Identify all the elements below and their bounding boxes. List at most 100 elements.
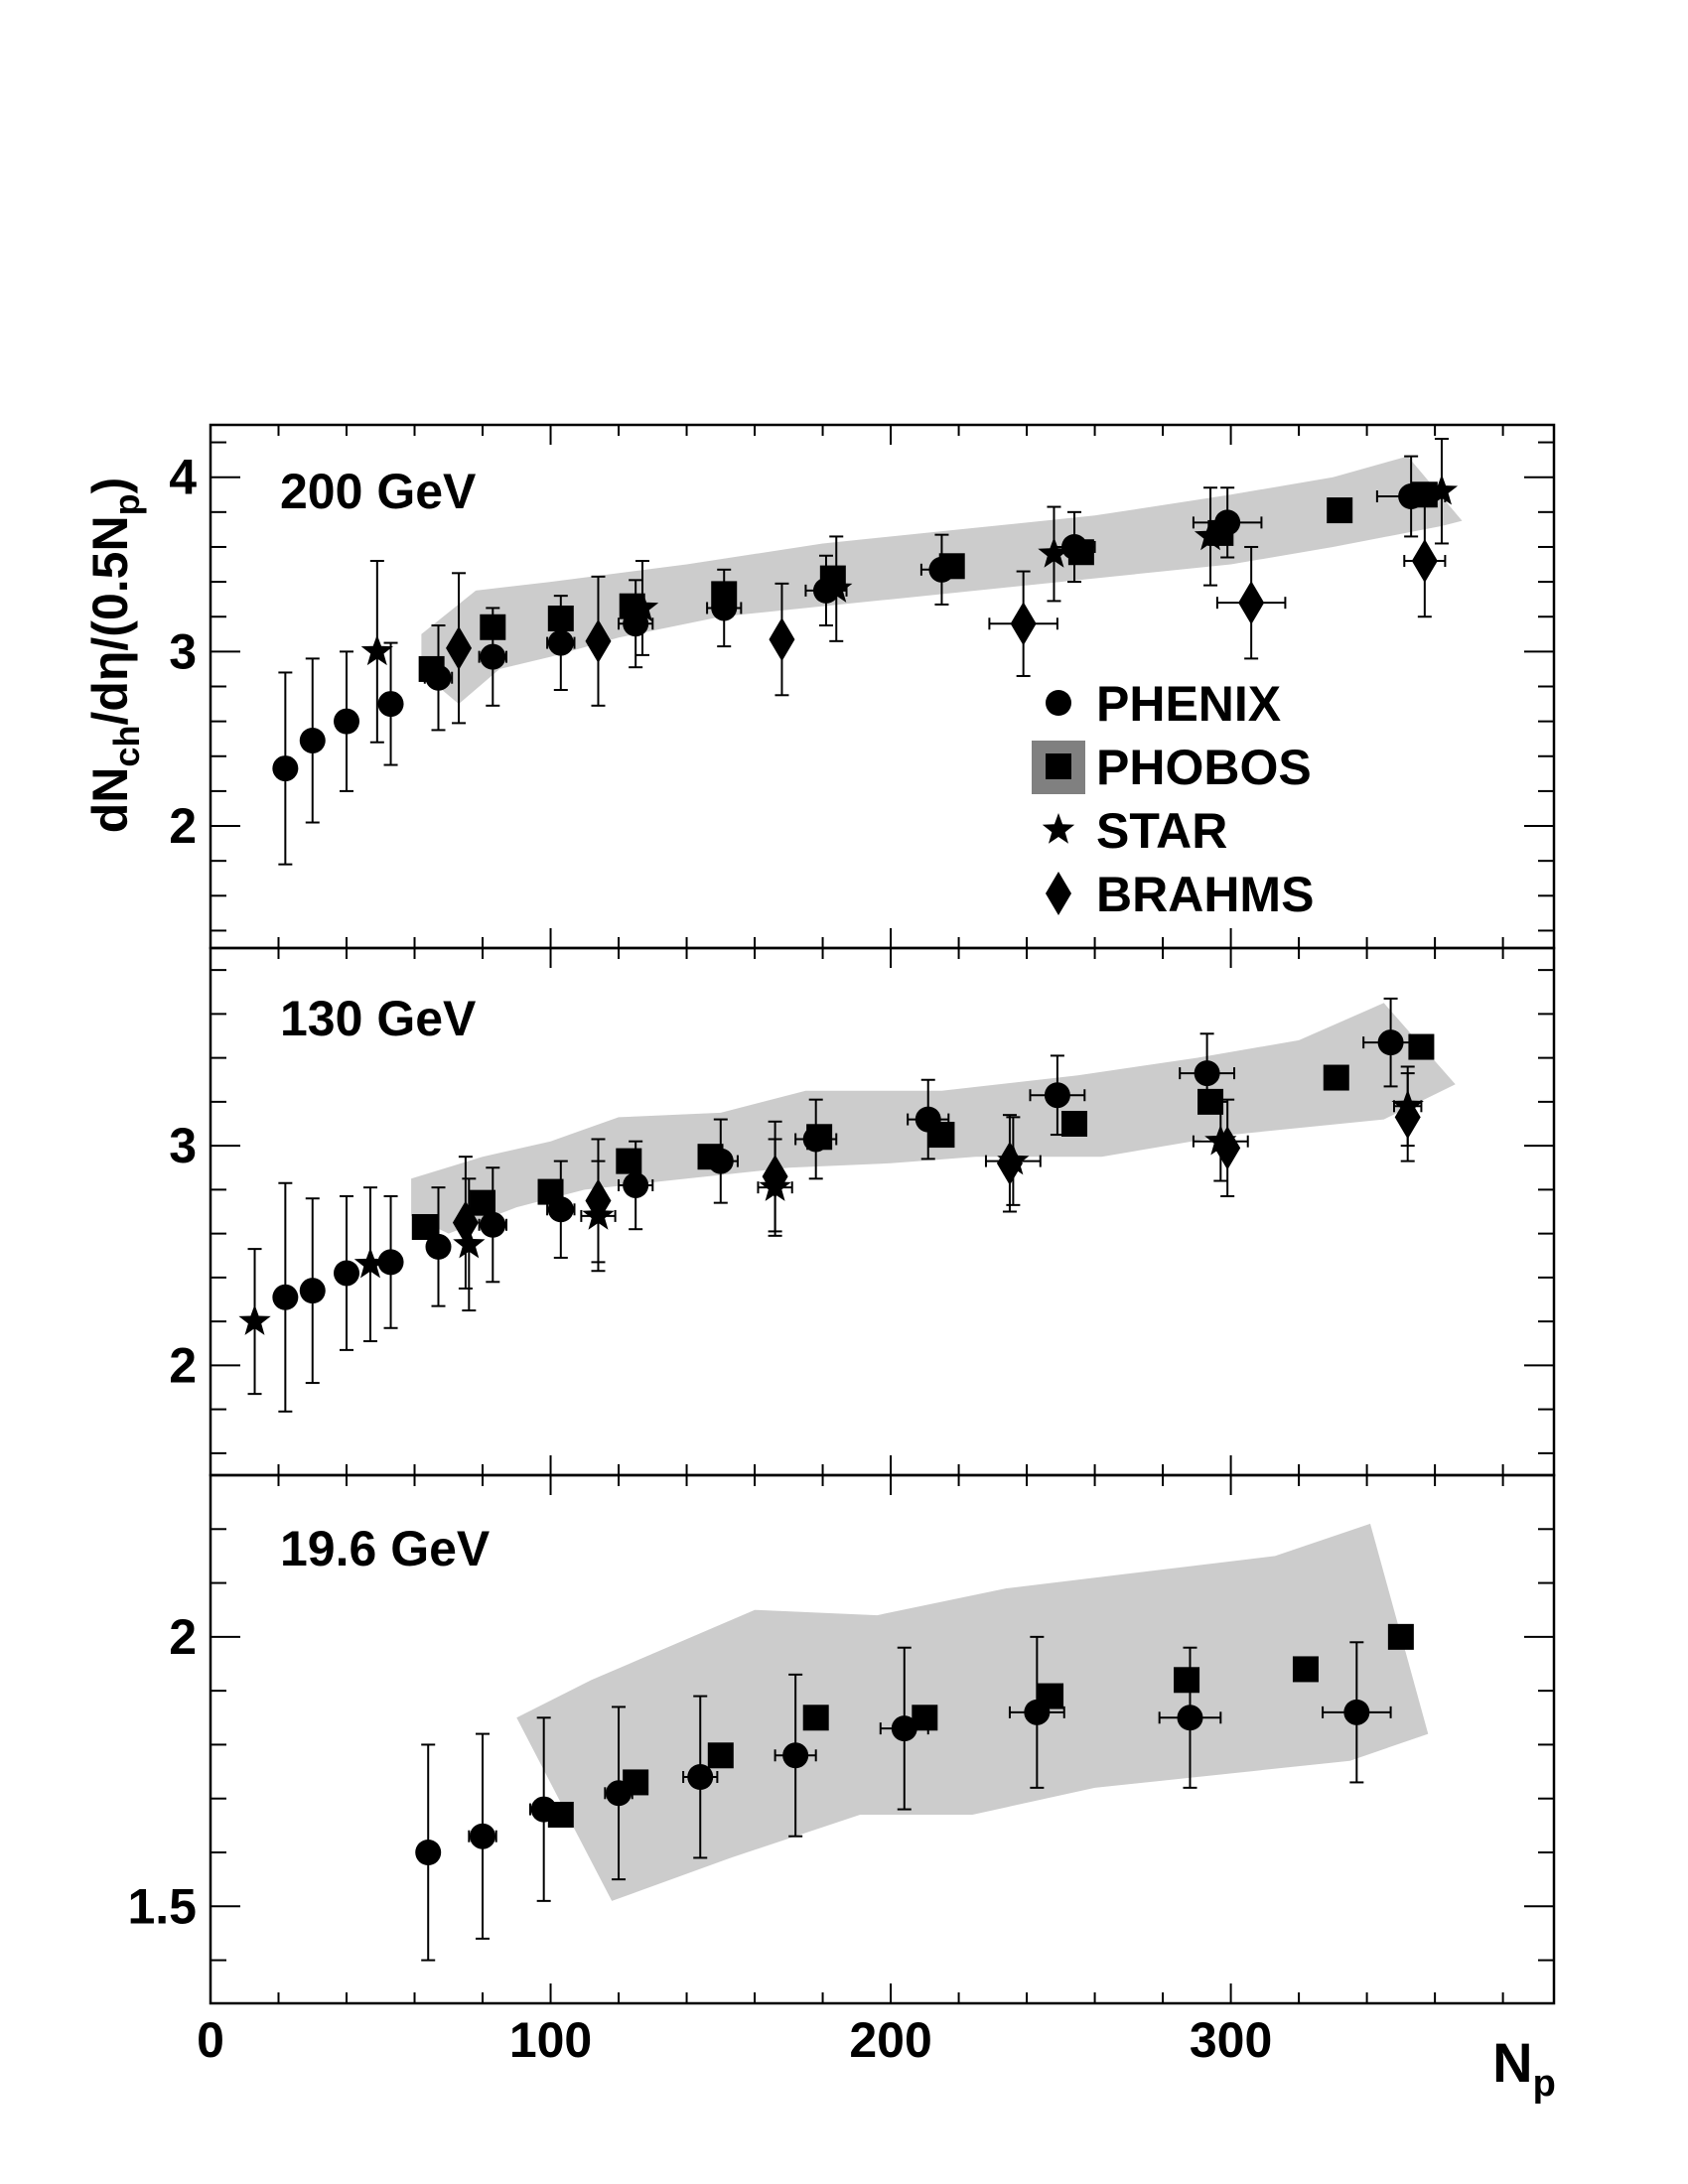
phobos-point	[623, 1769, 649, 1796]
phenix-point	[480, 643, 506, 670]
panel-title: 200 GeV	[280, 464, 477, 519]
phobos-point	[1323, 1064, 1349, 1091]
legend-phenix-marker	[1046, 690, 1071, 716]
phenix-point	[547, 629, 574, 656]
brahms-point	[1411, 539, 1438, 584]
phobos-point	[1061, 1111, 1088, 1137]
panel-1: 2 3 130 GeV	[169, 946, 1556, 1477]
star-point	[353, 1247, 387, 1279]
y-tick-label: 2	[169, 1337, 197, 1393]
star-point	[1038, 537, 1070, 568]
phenix-point	[1377, 1029, 1404, 1056]
brahms-point	[585, 618, 612, 663]
phenix-point	[623, 1171, 649, 1198]
x-tick-labels: 0 100 200 300	[197, 2012, 1272, 2068]
series-phenix	[415, 1635, 1392, 1962]
phobos-point	[697, 1144, 724, 1170]
phenix-point	[1044, 1082, 1070, 1109]
legend-star-marker	[1042, 813, 1075, 844]
x-tick-label: 300	[1190, 2012, 1272, 2068]
legend-label-brahms: BRAHMS	[1096, 867, 1314, 922]
brahms-point	[769, 617, 795, 662]
legend-label-phenix: PHENIX	[1096, 676, 1281, 732]
brahms-point	[1394, 1095, 1421, 1140]
phobos-point	[1292, 1656, 1319, 1683]
phenix-point	[377, 691, 404, 718]
star-point	[820, 572, 853, 603]
y-tick-label: 4	[169, 450, 197, 505]
phenix-point	[470, 1823, 496, 1849]
brahms-point	[1238, 581, 1265, 625]
phobos-point	[711, 581, 738, 608]
star-point	[626, 591, 659, 622]
series-brahms	[452, 1072, 1421, 1290]
phobos-point	[1387, 1623, 1414, 1650]
y-axis-label: dNch​/dη/(0.5Np​)	[82, 478, 147, 833]
phenix-point	[1177, 1705, 1203, 1731]
brahms-point	[1214, 1126, 1241, 1170]
y-tick-label: 3	[169, 1118, 197, 1173]
x-tick-label: 0	[197, 2012, 224, 2068]
phenix-point	[891, 1715, 917, 1742]
phobos-point	[547, 1802, 574, 1828]
legend-label-phobos: PHOBOS	[1096, 740, 1312, 795]
brahms-point	[996, 1141, 1023, 1185]
series-brahms	[446, 503, 1447, 725]
phobos-point	[411, 1213, 438, 1240]
y-tick-label: 3	[169, 623, 197, 679]
y-tick-label: 2	[169, 1609, 197, 1665]
star-point	[360, 634, 393, 666]
phobos-point	[938, 553, 965, 580]
phobos-point	[1408, 1033, 1435, 1060]
panel-2: 1.5 2 19.6 GeV	[127, 1473, 1556, 2005]
phobos-point	[470, 1189, 496, 1216]
panel-frame	[209, 1473, 1556, 2005]
phenix-point	[334, 1260, 360, 1287]
phobos-point	[912, 1705, 938, 1731]
series-phobos	[411, 1033, 1435, 1240]
phobos-point	[547, 605, 574, 631]
phobos-point	[616, 1148, 642, 1174]
brahms-point	[1010, 602, 1037, 646]
phenix-point	[377, 1249, 404, 1276]
phobos-point	[480, 614, 506, 640]
phenix-point	[415, 1840, 442, 1865]
phenix-point	[782, 1742, 809, 1769]
legend-label-star: STAR	[1096, 803, 1227, 859]
phobos-point	[1067, 539, 1094, 566]
phobos-band	[516, 1523, 1429, 1901]
brahms-point	[585, 1178, 612, 1223]
phobos-point	[537, 1178, 564, 1205]
phobos-point	[806, 1124, 833, 1151]
brahms-point	[762, 1155, 788, 1199]
star-point	[453, 1227, 486, 1259]
phobos-point	[1411, 481, 1438, 508]
y-tick-label: 1.5	[127, 1878, 197, 1934]
phenix-point	[272, 1284, 299, 1310]
brahms-point	[446, 625, 473, 670]
phobos-point	[802, 1705, 829, 1731]
panel-title: 130 GeV	[280, 991, 477, 1046]
phenix-point	[687, 1764, 714, 1790]
panels: 2 3 4 200 GeV 2 3 130 GeV 1.5 2 19.6 GeV	[127, 423, 1556, 2005]
series-star	[360, 438, 1459, 744]
star-point	[238, 1304, 271, 1335]
phobos-point	[928, 1122, 955, 1149]
phobos-point	[418, 655, 445, 682]
x-axis-label: Np	[1492, 2031, 1556, 2105]
x-tick-label: 100	[509, 2012, 592, 2068]
phobos-point	[707, 1742, 734, 1769]
phenix-point	[1194, 1060, 1220, 1087]
phobos-point	[1038, 1683, 1064, 1709]
phenix-point	[272, 755, 299, 782]
x-tick-label: 200	[849, 2012, 931, 2068]
y-tick-label: 2	[169, 798, 197, 854]
legend: PHENIX PHOBOS STAR BRAHMS	[1032, 676, 1314, 922]
panel-title: 19.6 GeV	[280, 1521, 491, 1576]
legend-brahms-marker	[1046, 872, 1071, 915]
legend-phobos-marker	[1046, 753, 1071, 779]
phenix-point	[334, 708, 360, 735]
phenix-point	[299, 727, 326, 753]
phobos-point	[1327, 497, 1353, 524]
